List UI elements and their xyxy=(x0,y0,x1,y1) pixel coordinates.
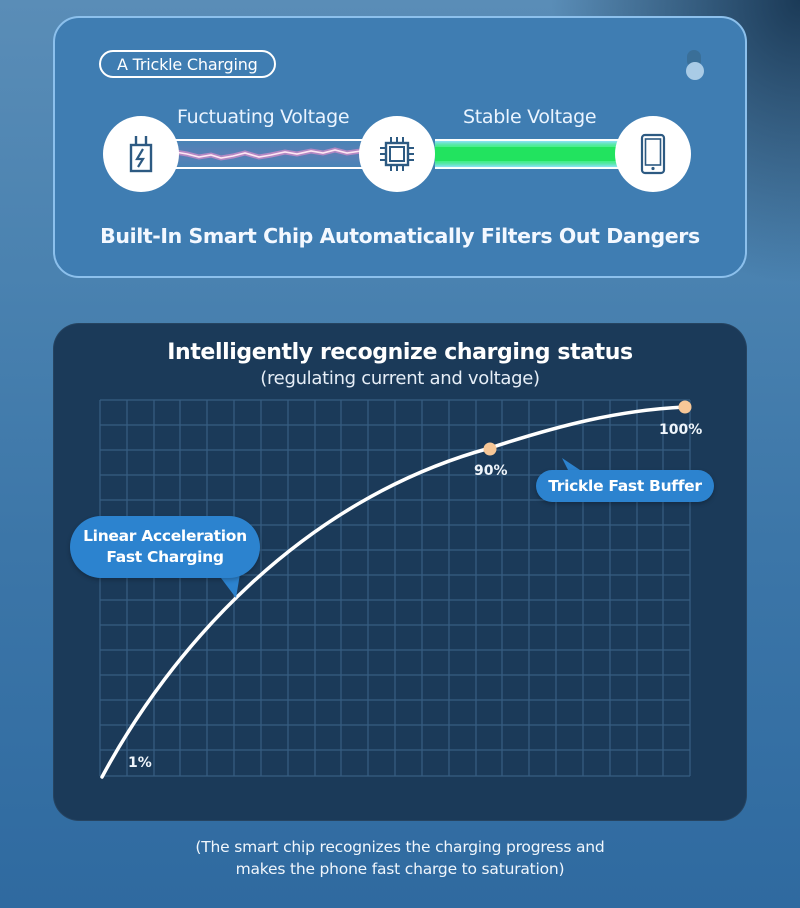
fluctuating-wave-icon xyxy=(175,145,385,161)
marker-90 xyxy=(483,442,497,456)
badge-label: A Trickle Charging xyxy=(117,54,258,74)
charging-curve xyxy=(100,405,687,779)
chart-grid xyxy=(99,399,691,777)
linear-acceleration-bubble: Linear Acceleration Fast Charging xyxy=(70,516,260,578)
fluctuating-voltage-label: Fuctuating Voltage xyxy=(177,106,350,128)
chip-icon xyxy=(380,137,414,171)
stable-voltage-line xyxy=(435,139,645,169)
phone-icon xyxy=(640,133,666,175)
marker-100 xyxy=(678,400,692,414)
smart-chip-node xyxy=(359,116,435,192)
stable-voltage-bar xyxy=(435,147,645,161)
charger-node xyxy=(103,116,179,192)
trickle-charging-badge: A Trickle Charging xyxy=(99,50,276,78)
label-90-percent: 90% xyxy=(474,463,508,479)
status-dot-indicator xyxy=(684,50,706,84)
trickle-charging-panel: A Trickle Charging Fuctuating Voltage St… xyxy=(53,16,747,278)
smart-chip-headline: Built-In Smart Chip Automatically Filter… xyxy=(100,224,700,248)
chart-subtitle: (regulating current and voltage) xyxy=(260,368,540,389)
label-100-percent: 100% xyxy=(659,422,703,438)
linear-bubble-line2: Fast Charging xyxy=(106,548,224,566)
charger-icon xyxy=(129,136,153,173)
trickle-fast-buffer-bubble: Trickle Fast Buffer xyxy=(536,470,714,502)
phone-node xyxy=(615,116,691,192)
footnote: (The smart chip recognizes the charging … xyxy=(0,836,800,880)
chart-title: Intelligently recognize charging status xyxy=(167,340,633,365)
footnote-line1: (The smart chip recognizes the charging … xyxy=(195,838,605,856)
linear-bubble-tail xyxy=(218,574,240,598)
dot-bottom xyxy=(686,62,704,80)
stable-voltage-label: Stable Voltage xyxy=(463,106,597,128)
fluctuating-voltage-line xyxy=(175,139,385,169)
linear-bubble-line1: Linear Acceleration xyxy=(83,527,247,545)
footnote-line2: makes the phone fast charge to saturatio… xyxy=(235,860,565,878)
label-1-percent: 1% xyxy=(128,755,152,771)
